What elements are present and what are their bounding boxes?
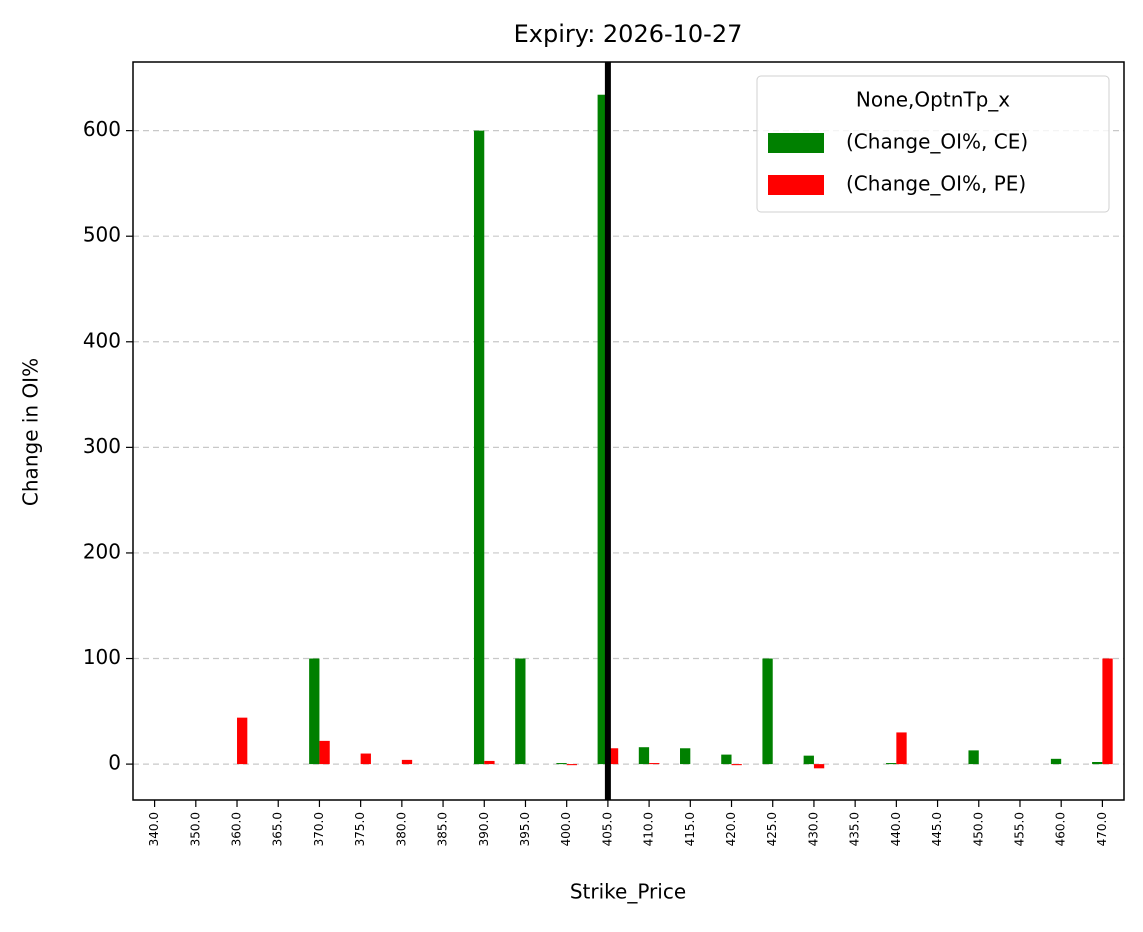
- bar: [319, 740, 330, 765]
- x-tick-label: 460.0: [1054, 812, 1068, 846]
- legend-title: None,OptnTp_x: [856, 88, 1010, 112]
- x-tick-label: 370.0: [312, 812, 326, 846]
- legend-swatch: [768, 175, 824, 195]
- bar: [556, 763, 567, 765]
- bar: [597, 94, 608, 765]
- bar: [515, 658, 526, 765]
- x-tick-label: 435.0: [848, 812, 862, 846]
- bar: [638, 747, 650, 765]
- bar: [360, 753, 371, 765]
- x-tick-label: 380.0: [394, 812, 408, 846]
- bar: [649, 763, 660, 765]
- y-axis-label: Change in OI%: [19, 358, 43, 506]
- bar: [309, 658, 320, 765]
- x-tick-label: 455.0: [1012, 812, 1026, 846]
- bar: [721, 754, 732, 765]
- bar: [473, 130, 485, 765]
- plot-frame: [132, 61, 1125, 801]
- y-tick-label: 100: [83, 645, 121, 669]
- bar: [1050, 758, 1062, 765]
- bar: [566, 764, 577, 766]
- x-tick-label: 470.0: [1095, 812, 1109, 846]
- x-tick-label: 445.0: [930, 812, 944, 846]
- y-tick-label: 400: [83, 328, 121, 352]
- y-tick-label: 300: [83, 434, 121, 458]
- x-tick-label: 385.0: [436, 812, 450, 846]
- x-tick-label: 450.0: [971, 812, 985, 846]
- x-tick-label: 340.0: [147, 812, 161, 846]
- bar: [401, 759, 413, 765]
- bar: [896, 732, 907, 765]
- x-axis-label: Strike_Price: [570, 880, 686, 904]
- x-tick-label: 410.0: [642, 812, 656, 846]
- x-tick-label: 375.0: [353, 812, 367, 846]
- x-tick-label: 390.0: [477, 812, 491, 846]
- x-tick-label: 430.0: [806, 812, 820, 846]
- bar: [968, 750, 979, 765]
- y-tick-label: 500: [83, 223, 121, 247]
- x-tick-label: 360.0: [230, 812, 244, 846]
- x-tick-label: 350.0: [188, 812, 202, 846]
- bar: [607, 748, 619, 765]
- x-tick-label: 440.0: [889, 812, 903, 846]
- bar: [813, 764, 825, 769]
- bar: [1102, 658, 1113, 765]
- x-tick-label: 405.0: [600, 812, 614, 846]
- bar: [803, 755, 814, 765]
- bar: [237, 717, 248, 765]
- y-tick-label: 600: [83, 117, 121, 141]
- y-tick-label: 0: [108, 751, 121, 775]
- x-tick-label: 415.0: [683, 812, 697, 846]
- bar: [762, 658, 773, 765]
- bar: [484, 760, 495, 765]
- x-tick-label: 425.0: [765, 812, 779, 846]
- bar: [1092, 761, 1103, 765]
- bar: [886, 763, 897, 765]
- legend-box: [756, 75, 1110, 213]
- bar: [680, 748, 691, 765]
- bar: [731, 764, 742, 766]
- x-tick-label: 420.0: [724, 812, 738, 846]
- x-tick-label: 395.0: [518, 812, 532, 846]
- legend-label: (Change_OI%, CE): [846, 130, 1028, 154]
- y-tick-label: 200: [83, 539, 121, 563]
- x-tick-label: 365.0: [271, 812, 285, 846]
- x-tick-label: 400.0: [559, 812, 573, 846]
- chart-title: Expiry: 2026-10-27: [514, 20, 743, 48]
- legend-label: (Change_OI%, PE): [846, 172, 1026, 196]
- legend-swatch: [768, 133, 824, 153]
